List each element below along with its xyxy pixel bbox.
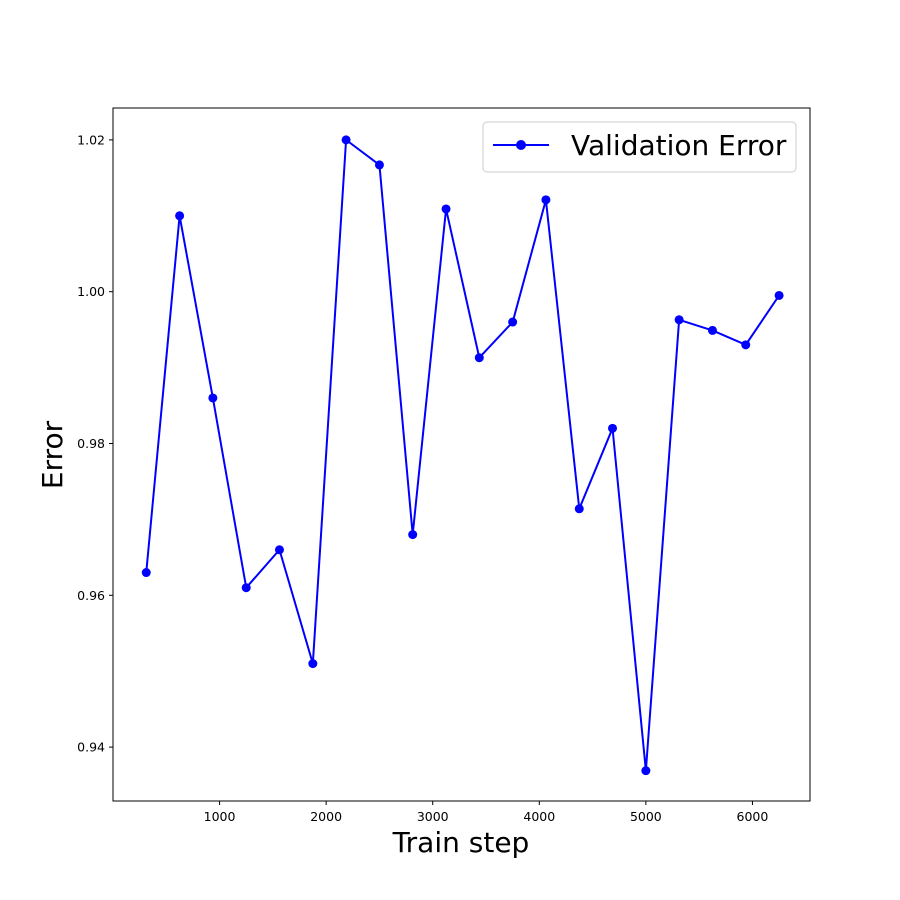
axes-frame — [112, 107, 811, 802]
data-point — [408, 530, 418, 540]
data-point — [574, 504, 584, 514]
x-tick-label: 2000 — [310, 809, 342, 824]
y-tick-label: 0.96 — [77, 588, 105, 603]
data-point — [241, 583, 251, 593]
data-point — [508, 317, 518, 327]
y-tick-label: 0.94 — [77, 740, 105, 755]
data-point — [274, 545, 284, 555]
plot-area — [141, 135, 784, 776]
data-point — [707, 325, 717, 335]
data-point — [208, 393, 218, 403]
data-point — [674, 315, 684, 325]
x-tick-label: 1000 — [204, 809, 236, 824]
y-axis-label: Error — [36, 420, 69, 489]
data-point — [774, 290, 784, 300]
y-tick-label: 0.98 — [77, 436, 105, 451]
x-axis: 1000 2000 3000 4000 5000 6000 — [204, 801, 769, 824]
x-tick-label: 3000 — [417, 809, 449, 824]
data-point — [441, 204, 451, 214]
data-point — [608, 423, 618, 433]
data-point — [374, 160, 384, 170]
y-axis: 0.94 0.96 0.98 1.00 1.02 — [77, 132, 113, 755]
data-point — [308, 659, 318, 669]
y-tick-label: 1.02 — [77, 132, 105, 147]
x-tick-label: 4000 — [523, 809, 555, 824]
legend: Validation Error — [482, 121, 797, 173]
x-tick-label: 5000 — [630, 809, 662, 824]
legend-box — [482, 121, 797, 173]
legend-marker-swatch — [516, 140, 526, 150]
data-point — [175, 211, 185, 221]
data-point — [741, 340, 751, 350]
legend-label: Validation Error — [571, 129, 787, 162]
x-axis-label: Train step — [392, 826, 530, 859]
y-tick-label: 1.00 — [77, 284, 105, 299]
series-line — [145, 138, 780, 772]
data-point — [341, 135, 351, 145]
x-tick-label: 6000 — [737, 809, 769, 824]
data-point — [141, 568, 151, 578]
data-point — [541, 195, 551, 205]
data-point — [641, 766, 651, 776]
data-point — [474, 353, 484, 363]
